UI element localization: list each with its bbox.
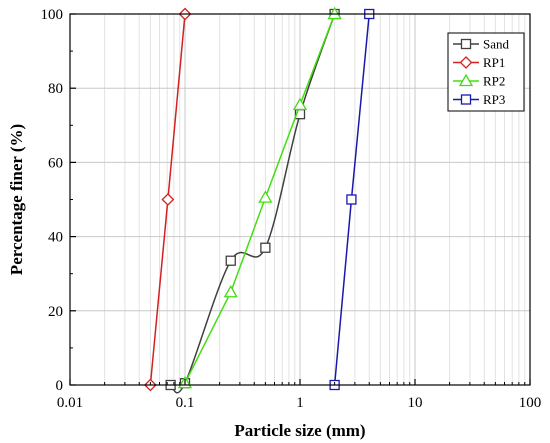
data-point-rp2 xyxy=(223,284,238,298)
x-tick-label: 100 xyxy=(519,395,542,411)
legend-label-rp3: RP3 xyxy=(483,92,505,107)
x-tick-label: 10 xyxy=(408,395,423,411)
legend-label-rp1: RP1 xyxy=(483,55,505,70)
series-rp3 xyxy=(329,8,375,391)
legend-box xyxy=(447,32,525,112)
x-tick-label: 1 xyxy=(296,395,304,411)
y-tick-label: 100 xyxy=(41,7,64,23)
data-point-rp2 xyxy=(258,190,273,203)
y-tick-label: 20 xyxy=(48,304,63,320)
legend-marker-rp1 xyxy=(459,56,473,69)
x-tick-label: 0.1 xyxy=(176,395,195,411)
series-sand xyxy=(165,8,340,394)
y-tick-label: 60 xyxy=(48,155,63,171)
axes: 0.01 0.1 1 10 100 0 20 40 60 80 100 xyxy=(41,7,542,411)
legend-marker-sand xyxy=(460,38,472,50)
series-line-sand xyxy=(169,13,336,394)
x-axis-title: Particle size (mm) xyxy=(234,421,365,440)
data-point-rp2 xyxy=(292,97,308,111)
y-tick-label: 40 xyxy=(48,230,63,246)
data-point-sand xyxy=(225,255,236,266)
data-point-rp2 xyxy=(327,6,342,20)
x-tick-label: 0.01 xyxy=(57,395,83,411)
legend-marker-rp2 xyxy=(458,73,474,87)
data-point-rp1 xyxy=(161,193,175,206)
legend-label-sand: Sand xyxy=(483,37,510,52)
series-line-rp2 xyxy=(184,13,336,384)
data-point-sand xyxy=(260,242,271,253)
y-tick-label: 80 xyxy=(48,81,63,97)
legend: Sand RP1 RP2 RP3 xyxy=(447,32,525,112)
y-axis-title: Percentage finer (%) xyxy=(7,124,26,275)
legend-label-rp2: RP2 xyxy=(483,74,505,89)
data-point-rp3 xyxy=(346,194,357,205)
series-layer xyxy=(143,6,375,394)
y-tick-label: 0 xyxy=(56,378,64,394)
series-rp1 xyxy=(143,7,192,392)
legend-marker-rp3 xyxy=(460,94,472,105)
